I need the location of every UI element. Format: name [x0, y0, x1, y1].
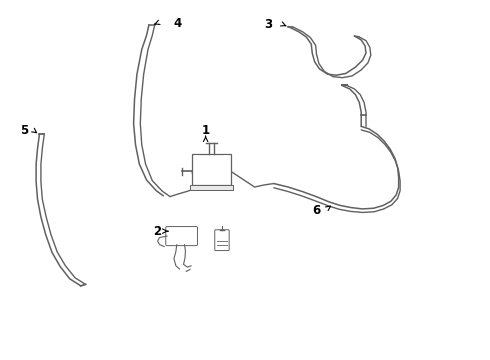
FancyBboxPatch shape	[215, 230, 229, 251]
Circle shape	[201, 160, 222, 175]
Text: 4: 4	[173, 17, 182, 30]
Text: 2: 2	[153, 225, 162, 238]
Bar	[192, 153, 231, 185]
Circle shape	[206, 163, 217, 172]
Text: 6: 6	[312, 204, 320, 217]
Text: 3: 3	[264, 18, 272, 31]
Circle shape	[223, 155, 228, 159]
Circle shape	[223, 180, 228, 184]
Circle shape	[185, 234, 190, 239]
Circle shape	[195, 155, 199, 159]
Circle shape	[180, 269, 185, 273]
Circle shape	[179, 240, 185, 244]
Circle shape	[173, 234, 179, 239]
Circle shape	[195, 180, 199, 184]
Bar	[190, 185, 233, 190]
Text: 1: 1	[201, 124, 210, 137]
Text: 5: 5	[20, 124, 28, 137]
FancyBboxPatch shape	[166, 226, 197, 246]
